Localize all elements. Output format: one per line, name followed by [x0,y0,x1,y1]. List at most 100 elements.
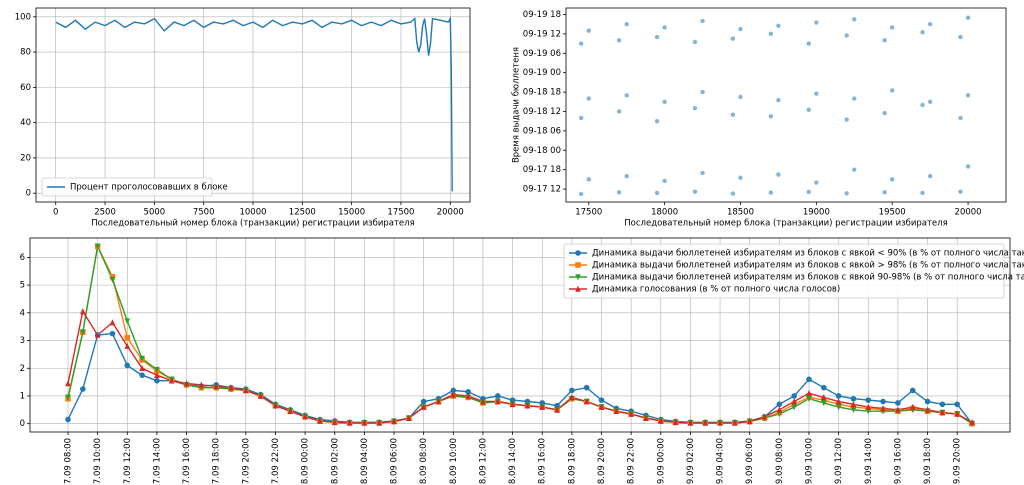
marker [65,394,71,401]
marker [124,362,131,369]
marker [628,410,634,417]
x-axis-label: Последовательный номер блока (транзакции… [91,219,414,229]
x-tick-label: 18000 [651,208,678,218]
x-tick-label: 18.09 18:00 [567,438,577,485]
point [700,89,705,95]
marker [924,406,931,413]
x-tick-label: 18.09 00:00 [301,438,311,485]
marker [257,392,264,399]
point [852,167,857,172]
marker [80,386,86,392]
point [844,191,849,196]
y-tick-label: 09-18 12 [523,107,561,117]
marker [895,400,901,406]
x-tick-label: 17.09 16:00 [182,438,192,485]
marker [909,387,916,394]
marker [554,406,560,413]
marker [450,387,457,394]
point [654,190,660,196]
x-tick-label: 18500 [727,208,754,218]
point [730,191,736,196]
marker [598,403,605,410]
point [586,96,591,101]
series-line [67,332,973,425]
y-tick-label: 09-17 18 [523,165,561,175]
point [662,25,667,30]
marker [791,393,797,399]
marker [835,404,842,411]
point [700,170,705,176]
point [806,41,811,46]
x-tick-label: 18.09 02:00 [330,438,340,485]
y-tick-label: 09-18 00 [523,146,561,156]
marker [494,398,501,405]
legend-label: Процент проголосовавших в блоке [70,183,228,193]
x-tick-label: 15000 [338,208,365,218]
x-tick-label: 19.09 06:00 [745,438,755,485]
point [730,112,736,117]
point [806,107,811,113]
y-tick-label: 09-18 18 [523,88,561,98]
x-tick-label: 17.09 18:00 [212,438,222,485]
marker [480,398,486,405]
marker [954,410,960,417]
point [578,191,584,197]
point [844,33,849,38]
axes-frame [29,237,1011,433]
chart: 09-17 12 09-17 18 09-18 00 09-18 06 09-18 12… [512,7,1007,229]
marker [865,397,872,403]
marker [65,416,71,423]
x-tick-label: 2500 [94,208,116,218]
point [882,190,887,195]
marker [302,413,308,420]
marker [465,392,471,399]
x-tick-label: 18.09 20:00 [597,438,607,485]
point [890,88,895,93]
marker [880,398,886,405]
marker [109,276,116,283]
y-tick-label: 0 [20,419,25,429]
y-tick-label: 80 [20,48,31,58]
point [586,177,591,182]
point [654,118,660,124]
marker [776,401,783,408]
y-tick-label: 20 [20,153,31,163]
x-tick-label: 19000 [803,208,830,218]
marker [746,418,753,425]
point [958,34,963,40]
marker [821,400,827,407]
y-tick-label: 09-18 06 [523,126,561,136]
marker [65,380,71,387]
x-tick-label: 19.09 00:00 [656,438,666,485]
point [927,173,933,179]
marker [850,395,857,402]
marker [317,417,323,424]
legend-label: Динамика голосования (в % от полного чис… [592,285,840,295]
point [578,115,584,121]
marker [835,393,842,399]
marker [420,398,427,405]
legend-label: Динамика выдачи бюллетеней избирателям и… [592,249,1024,259]
marker [124,318,131,325]
marker [198,381,205,388]
marker [672,419,679,426]
marker [465,389,471,395]
point [814,180,819,185]
marker [583,398,590,405]
point [768,31,774,37]
series-line [55,16,453,192]
point [776,97,781,103]
marker [213,382,219,390]
chart: 0 20 40 60 80 100 0 2500 5000 7500 10000 12500 15000… [15,7,471,229]
point [768,114,774,119]
y-tick-label: 40 [20,118,31,128]
marker [969,419,975,426]
point [814,20,819,25]
y-axis-label: Время выдачи бюллетеня [512,47,522,163]
point [965,164,971,169]
point [844,117,849,122]
y-tick-label: 5 [20,281,25,291]
point [692,39,698,45]
marker [657,417,664,424]
